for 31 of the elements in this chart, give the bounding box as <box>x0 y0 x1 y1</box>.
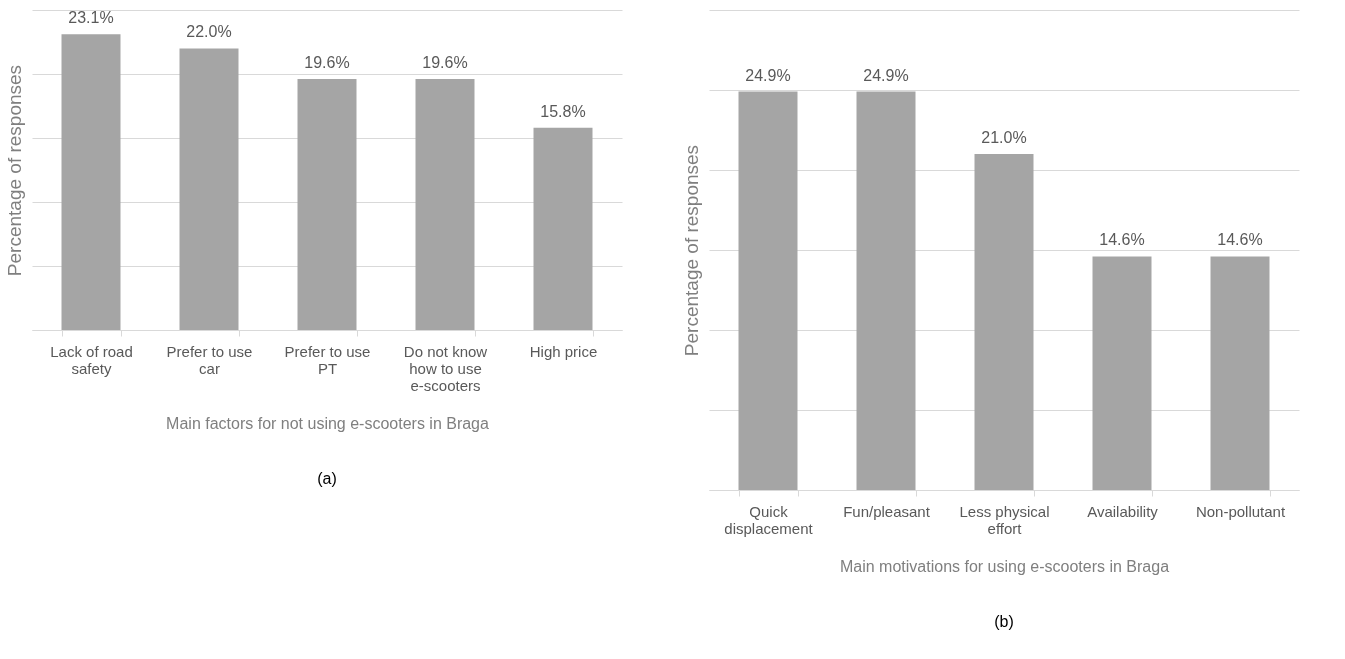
data-label: 23.1% <box>68 9 114 27</box>
data-label: 22.0% <box>186 23 232 41</box>
x-axis-title: Main motivations for using e-scooters in Braga <box>839 557 1170 575</box>
data-label: 19.6% <box>422 54 468 72</box>
bar <box>179 48 239 330</box>
text: (a) <box>317 470 337 487</box>
y-axis-title: Percentage of responses <box>680 144 702 357</box>
data-label: 24.9% <box>863 66 909 84</box>
bar <box>533 127 593 330</box>
x-tick-label: Non-pollutant <box>1195 502 1286 520</box>
data-label: 24.9% <box>745 66 791 84</box>
bar <box>61 34 121 330</box>
data-label: 14.6% <box>1217 231 1263 249</box>
x-tick-label: High price <box>529 342 598 360</box>
data-label: 15.8% <box>540 102 586 120</box>
data-label: 14.6% <box>1099 231 1145 249</box>
x-tick-label: Lack of road safety <box>50 342 133 377</box>
y-axis-title: Percentage of responses <box>3 64 25 277</box>
x-tick-label: Less physical effort <box>959 502 1050 537</box>
x-tick-label: Quick displacement <box>724 502 814 537</box>
text: (b) <box>994 613 1014 630</box>
bar <box>415 79 475 330</box>
x-tick-label: Fun/pleasant <box>843 502 931 520</box>
x-tick-label: Prefer to use PT <box>284 342 371 377</box>
x-tick-label: Availability <box>1087 502 1159 520</box>
x-tick-label: Do not know how to use e-scooters <box>403 342 488 394</box>
data-label: 19.6% <box>304 54 350 72</box>
bar <box>297 79 357 330</box>
data-label: 21.0% <box>981 129 1027 146</box>
x-axis-title: Main factors for not using e-scooters in Braga <box>166 414 490 432</box>
x-tick-label: Prefer to use car <box>166 342 253 377</box>
